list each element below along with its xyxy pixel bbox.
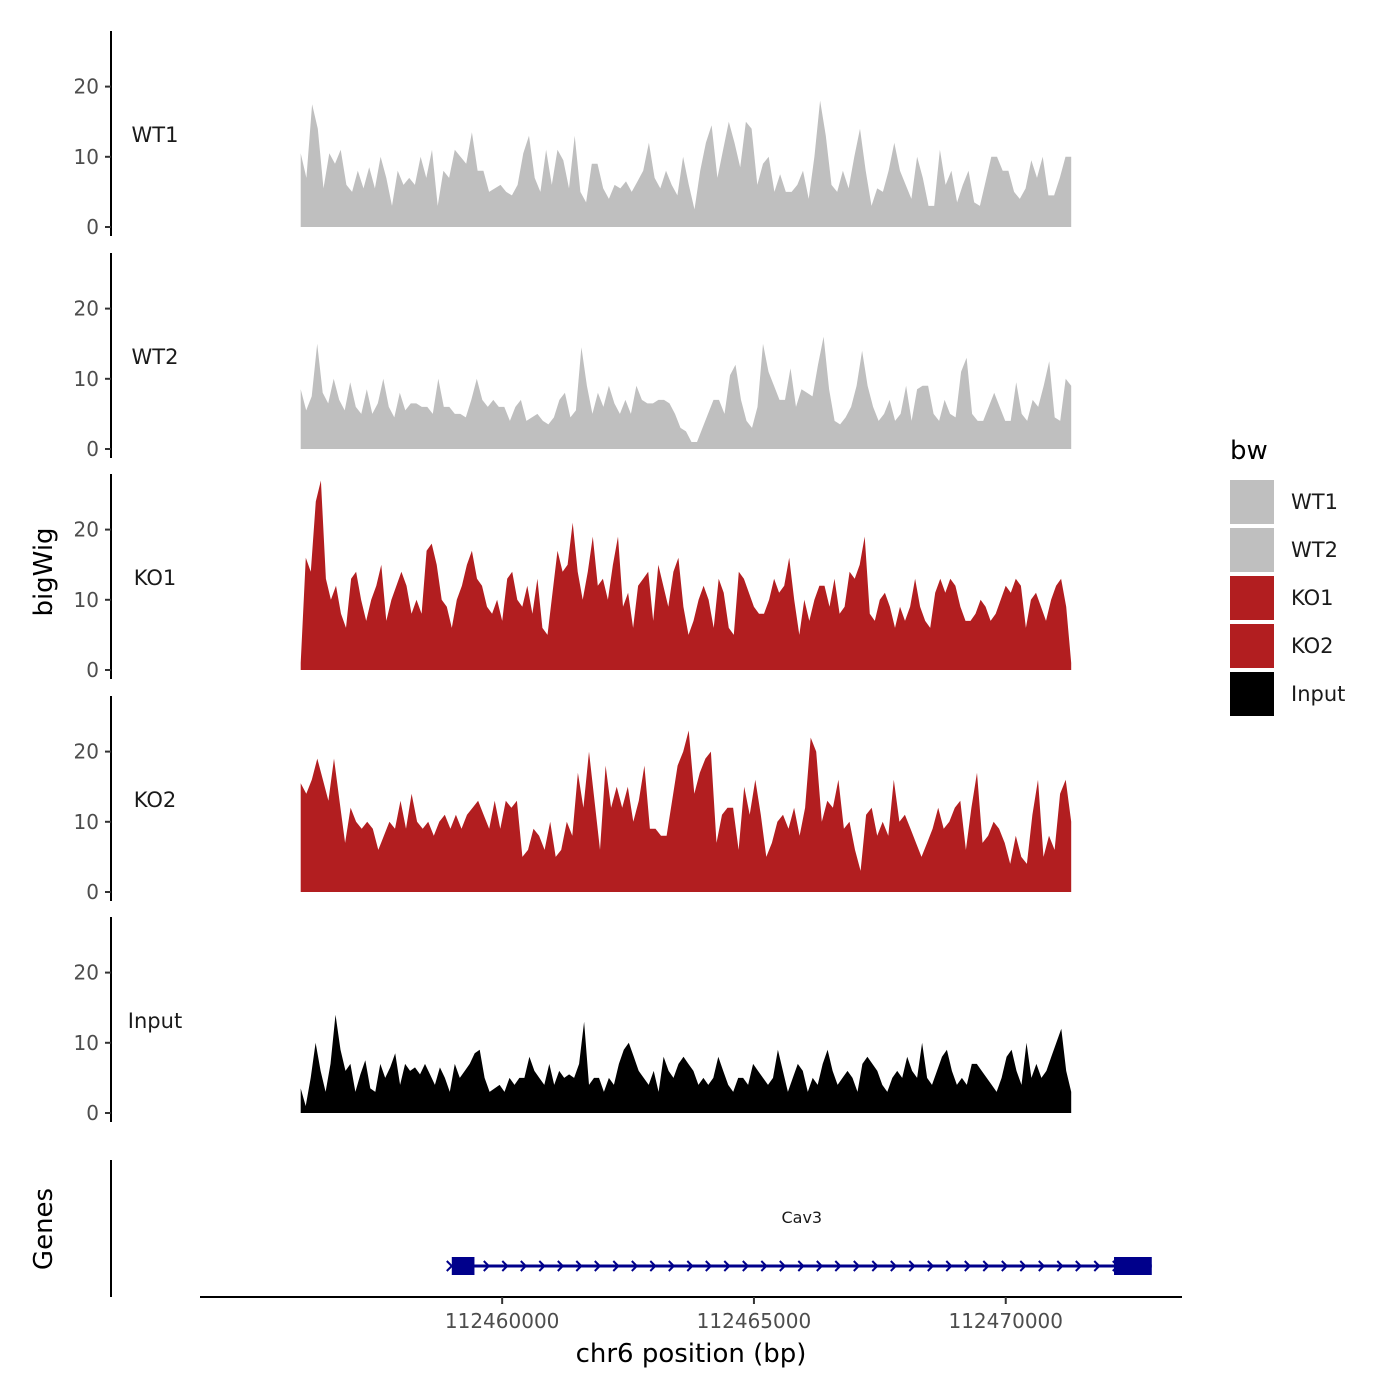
x-tick-label: 112460000 — [445, 1309, 560, 1333]
y-tick-label: 0 — [86, 215, 99, 239]
strand-arrow — [742, 1260, 750, 1272]
strand-arrow — [446, 1260, 454, 1272]
legend-label: WT2 — [1291, 538, 1338, 562]
strand-arrow — [982, 1260, 990, 1272]
legend-entry-input: Input — [1230, 672, 1345, 716]
strand-arrow — [520, 1260, 528, 1272]
strand-arrow — [871, 1260, 879, 1272]
strand-arrow — [557, 1260, 565, 1272]
exon-block — [451, 1257, 475, 1275]
coverage-area-ko1 — [300, 480, 1072, 670]
strand-arrow — [649, 1260, 657, 1272]
legend-swatch — [1230, 576, 1274, 620]
track-panel-wt2: 0 10 20 WT2 — [74, 253, 1072, 461]
y-tick-label: 0 — [86, 1101, 99, 1125]
strand-arrow — [723, 1260, 731, 1272]
legend-swatch — [1230, 672, 1274, 716]
y-tick-label: 20 — [74, 518, 99, 542]
track-panel-ko1: 0 10 20 KO1 — [74, 474, 1072, 682]
exon-block — [1114, 1257, 1152, 1275]
strand-arrow — [1019, 1260, 1027, 1272]
coverage-area-ko2 — [300, 730, 1072, 892]
strand-arrow — [1001, 1260, 1009, 1272]
strand-arrow — [945, 1260, 953, 1272]
coverage-area-wt1 — [300, 100, 1072, 227]
strand-arrow — [964, 1260, 972, 1272]
track-label-ko1: KO1 — [134, 566, 177, 590]
strand-arrow — [1038, 1260, 1046, 1272]
strand-arrow — [538, 1260, 546, 1272]
strand-arrow — [575, 1260, 583, 1272]
y-tick-label: 20 — [74, 297, 99, 321]
gene-label: Cav3 — [781, 1208, 822, 1227]
legend-entries: WT1 WT2 KO1 KO2 Input — [1230, 480, 1345, 716]
legend-swatch — [1230, 480, 1274, 524]
y-tick-label: 10 — [74, 810, 99, 834]
y-tick-label: 10 — [74, 1031, 99, 1055]
strand-arrow — [779, 1260, 787, 1272]
coverage-area-input — [300, 1014, 1072, 1113]
legend-label: KO1 — [1291, 586, 1334, 610]
x-tick-label: 112470000 — [948, 1309, 1063, 1333]
legend-label: WT1 — [1291, 490, 1338, 514]
legend-swatch — [1230, 528, 1274, 572]
strand-arrow — [483, 1260, 491, 1272]
genes-layer: Cav3 — [110, 1160, 1152, 1297]
tracks-layer: 0 10 20 WT1 0 10 20 WT2 0 10 20 KO1 0 10 20 KO2 0 10 20 Inp… — [74, 31, 1072, 1125]
track-label-wt1: WT1 — [132, 123, 179, 147]
strand-arrow — [1056, 1260, 1064, 1272]
x-axis-title: chr6 position (bp) — [576, 1339, 807, 1369]
strand-arrow — [1075, 1260, 1083, 1272]
strand-arrow — [816, 1260, 824, 1272]
x-axis-ticks: 112460000 112465000 112470000 — [445, 1297, 1063, 1333]
legend-swatch — [1230, 624, 1274, 668]
strand-arrow — [705, 1260, 713, 1272]
strand-arrow — [797, 1260, 805, 1272]
strand-arrow — [501, 1260, 509, 1272]
strand-arrow — [834, 1260, 842, 1272]
strand-arrow — [853, 1260, 861, 1272]
y-tick-label: 10 — [74, 145, 99, 169]
y-tick-label: 10 — [74, 588, 99, 612]
y-tick-label: 20 — [74, 961, 99, 985]
gene-cav3: Cav3 — [446, 1208, 1152, 1275]
y-tick-label: 20 — [74, 740, 99, 764]
strand-arrow — [890, 1260, 898, 1272]
x-tick-label: 112465000 — [697, 1309, 812, 1333]
strand-arrow — [686, 1260, 694, 1272]
track-label-wt2: WT2 — [132, 345, 179, 369]
strand-arrow — [927, 1260, 935, 1272]
strand-arrow — [668, 1260, 676, 1272]
strand-arrow — [594, 1260, 602, 1272]
legend-entry-wt1: WT1 — [1230, 480, 1338, 524]
strand-arrow — [631, 1260, 639, 1272]
y-tick-label: 0 — [86, 880, 99, 904]
y-tick-label: 0 — [86, 437, 99, 461]
coverage-area-wt2 — [300, 336, 1072, 449]
y-tick-label: 20 — [74, 75, 99, 99]
y-tick-label: 0 — [86, 658, 99, 682]
track-panel-ko2: 0 10 20 KO2 — [74, 696, 1072, 904]
strand-arrow — [1093, 1260, 1101, 1272]
strand-arrow — [612, 1260, 620, 1272]
legend-entry-ko1: KO1 — [1230, 576, 1334, 620]
genes-axis-title: Genes — [29, 1188, 59, 1270]
legend: bw WT1 WT2 KO1 KO2 Input — [1230, 436, 1345, 716]
track-label-input: Input — [128, 1009, 182, 1033]
legend-label: KO2 — [1291, 634, 1334, 658]
y-tick-label: 10 — [74, 367, 99, 391]
legend-title: bw — [1230, 436, 1268, 466]
track-label-ko2: KO2 — [134, 788, 177, 812]
y-axis-title: bigWig — [29, 527, 59, 616]
legend-entry-wt2: WT2 — [1230, 528, 1338, 572]
track-panel-input: 0 10 20 Input — [74, 917, 1072, 1125]
legend-label: Input — [1291, 682, 1345, 706]
track-panel-wt1: 0 10 20 WT1 — [74, 31, 1072, 239]
strand-arrow — [760, 1260, 768, 1272]
strand-arrow — [908, 1260, 916, 1272]
legend-entry-ko2: KO2 — [1230, 624, 1334, 668]
